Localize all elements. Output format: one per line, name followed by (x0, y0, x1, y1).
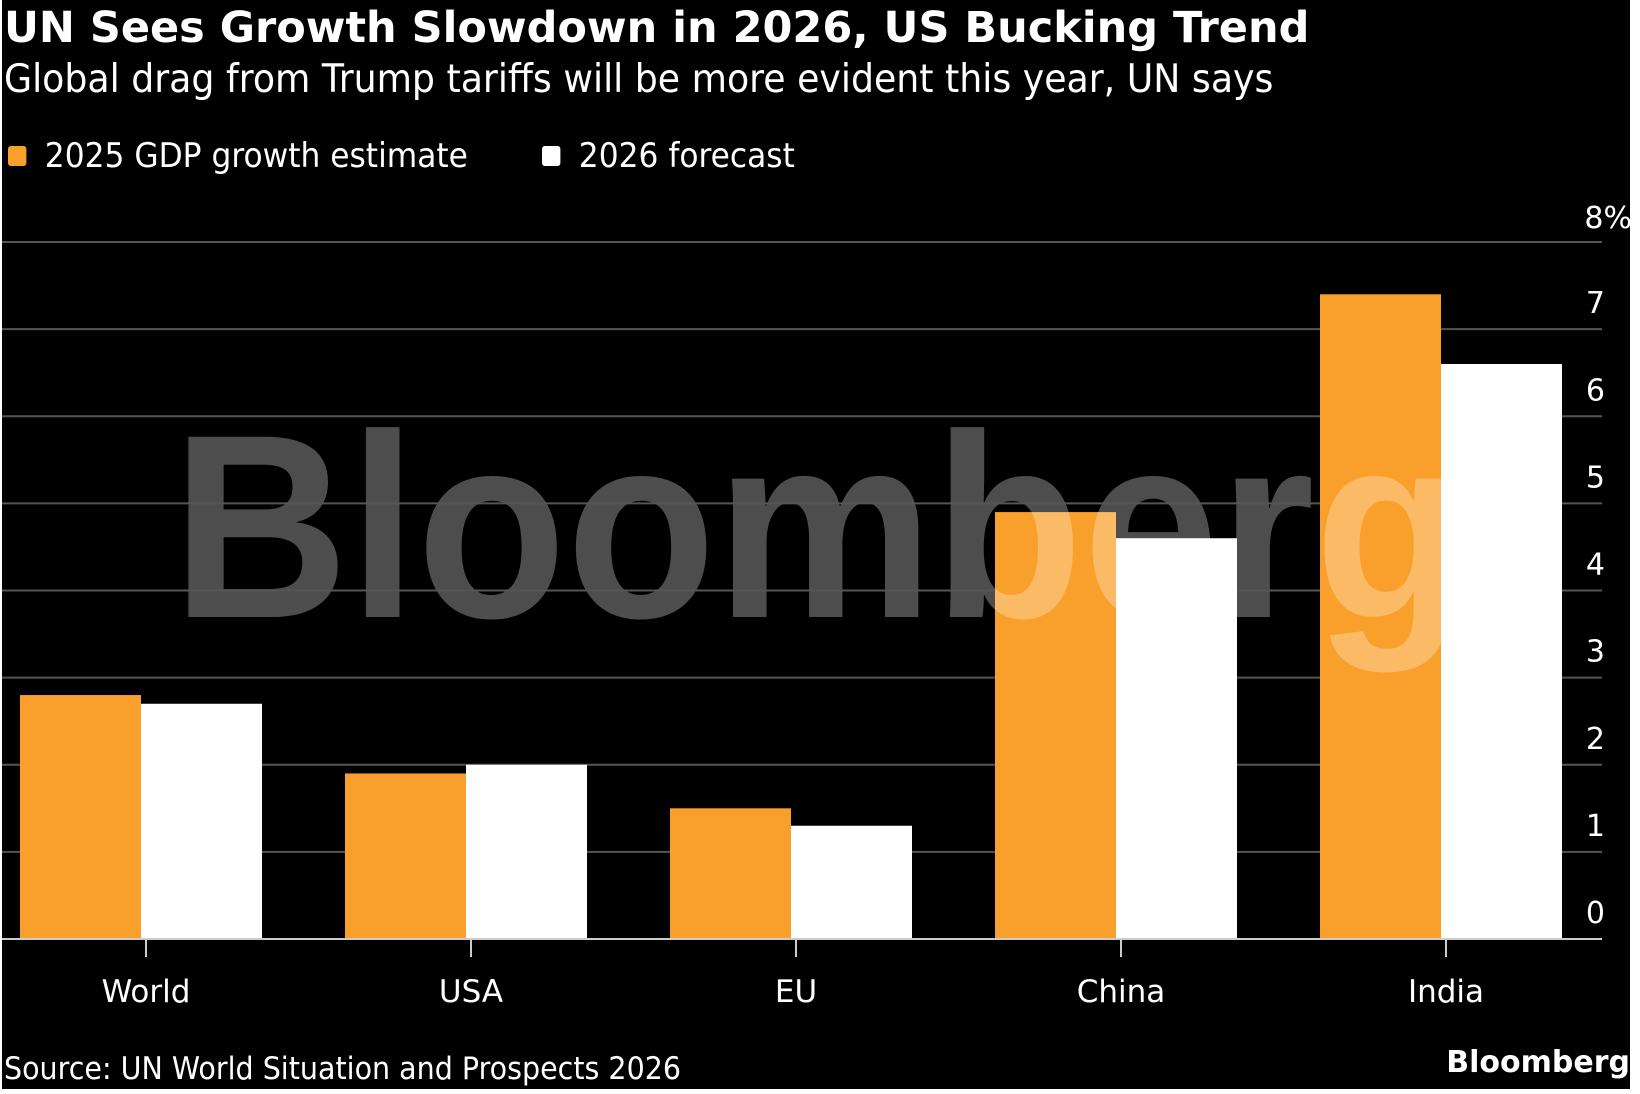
bar-china-2026 (1116, 538, 1237, 939)
y-tick-label: 3 (1586, 635, 1605, 670)
y-tick-label: 6 (1586, 373, 1605, 408)
bar-eu-2025 (670, 808, 791, 939)
y-tick-label: 0 (1586, 896, 1605, 931)
y-tick-label: 4 (1586, 548, 1605, 583)
bar-usa-2025 (345, 773, 466, 939)
bar-india-2026 (1441, 363, 1562, 940)
y-tick-label: 1 (1586, 809, 1605, 844)
bar-usa-2026 (466, 764, 587, 939)
bar-india-2025 (1320, 294, 1441, 939)
legend-swatch-2025 (8, 146, 27, 166)
y-tick-label: 5 (1586, 460, 1605, 495)
bar-world-2025 (20, 695, 141, 939)
x-tick-label: China (1077, 974, 1166, 1010)
x-tick-label: World (102, 974, 191, 1010)
chart-title: UN Sees Growth Slowdown in 2026, US Buck… (4, 3, 1310, 53)
y-tick-label: 2 (1586, 722, 1605, 757)
x-tick-label: EU (775, 974, 817, 1010)
watermark-text: Bloomberg (172, 380, 1464, 674)
legend-label-2025: 2025 GDP growth estimate (44, 136, 468, 176)
legend-item-2025: 2025 GDP growth estimate (8, 136, 468, 176)
legend-item-2026: 2026 forecast (541, 136, 795, 176)
y-tick-label: 8% (1584, 201, 1632, 236)
x-tick-label: USA (439, 974, 503, 1010)
source-note: Source: UN World Situation and Prospects… (4, 1051, 682, 1087)
x-tick-label: India (1408, 974, 1484, 1010)
bar-china-2025 (995, 512, 1116, 939)
legend-swatch-2026 (541, 146, 561, 166)
legend: 2025 GDP growth estimate 2026 forecast (8, 132, 851, 180)
bar-eu-2026 (791, 825, 912, 939)
legend-label-2026: 2026 forecast (578, 136, 795, 176)
y-tick-label: 7 (1586, 286, 1605, 321)
chart-subtitle: Global drag from Trump tariffs will be m… (4, 57, 1274, 102)
bloomberg-logo: Bloomberg (1446, 1045, 1630, 1080)
bar-world-2026 (141, 703, 262, 939)
